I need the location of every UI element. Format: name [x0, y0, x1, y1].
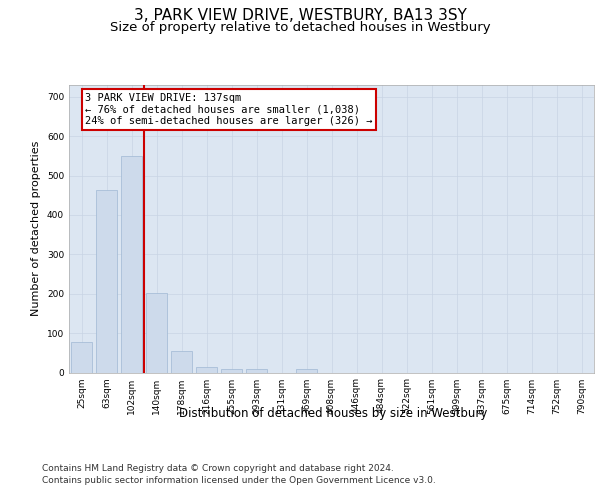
Text: Distribution of detached houses by size in Westbury: Distribution of detached houses by size … — [179, 408, 487, 420]
Text: Size of property relative to detached houses in Westbury: Size of property relative to detached ho… — [110, 21, 490, 34]
Text: Contains HM Land Registry data © Crown copyright and database right 2024.: Contains HM Land Registry data © Crown c… — [42, 464, 394, 473]
Bar — [71, 342, 92, 372]
Bar — [96, 190, 117, 372]
Bar — [196, 367, 217, 372]
Y-axis label: Number of detached properties: Number of detached properties — [31, 141, 41, 316]
Bar — [246, 369, 267, 372]
Text: 3, PARK VIEW DRIVE, WESTBURY, BA13 3SY: 3, PARK VIEW DRIVE, WESTBURY, BA13 3SY — [134, 8, 466, 22]
Text: 3 PARK VIEW DRIVE: 137sqm
← 76% of detached houses are smaller (1,038)
24% of se: 3 PARK VIEW DRIVE: 137sqm ← 76% of detac… — [85, 93, 373, 126]
Bar — [171, 351, 192, 372]
Bar — [121, 156, 142, 372]
Bar — [221, 369, 242, 372]
Text: Contains public sector information licensed under the Open Government Licence v3: Contains public sector information licen… — [42, 476, 436, 485]
Bar — [146, 292, 167, 372]
Bar — [296, 370, 317, 372]
